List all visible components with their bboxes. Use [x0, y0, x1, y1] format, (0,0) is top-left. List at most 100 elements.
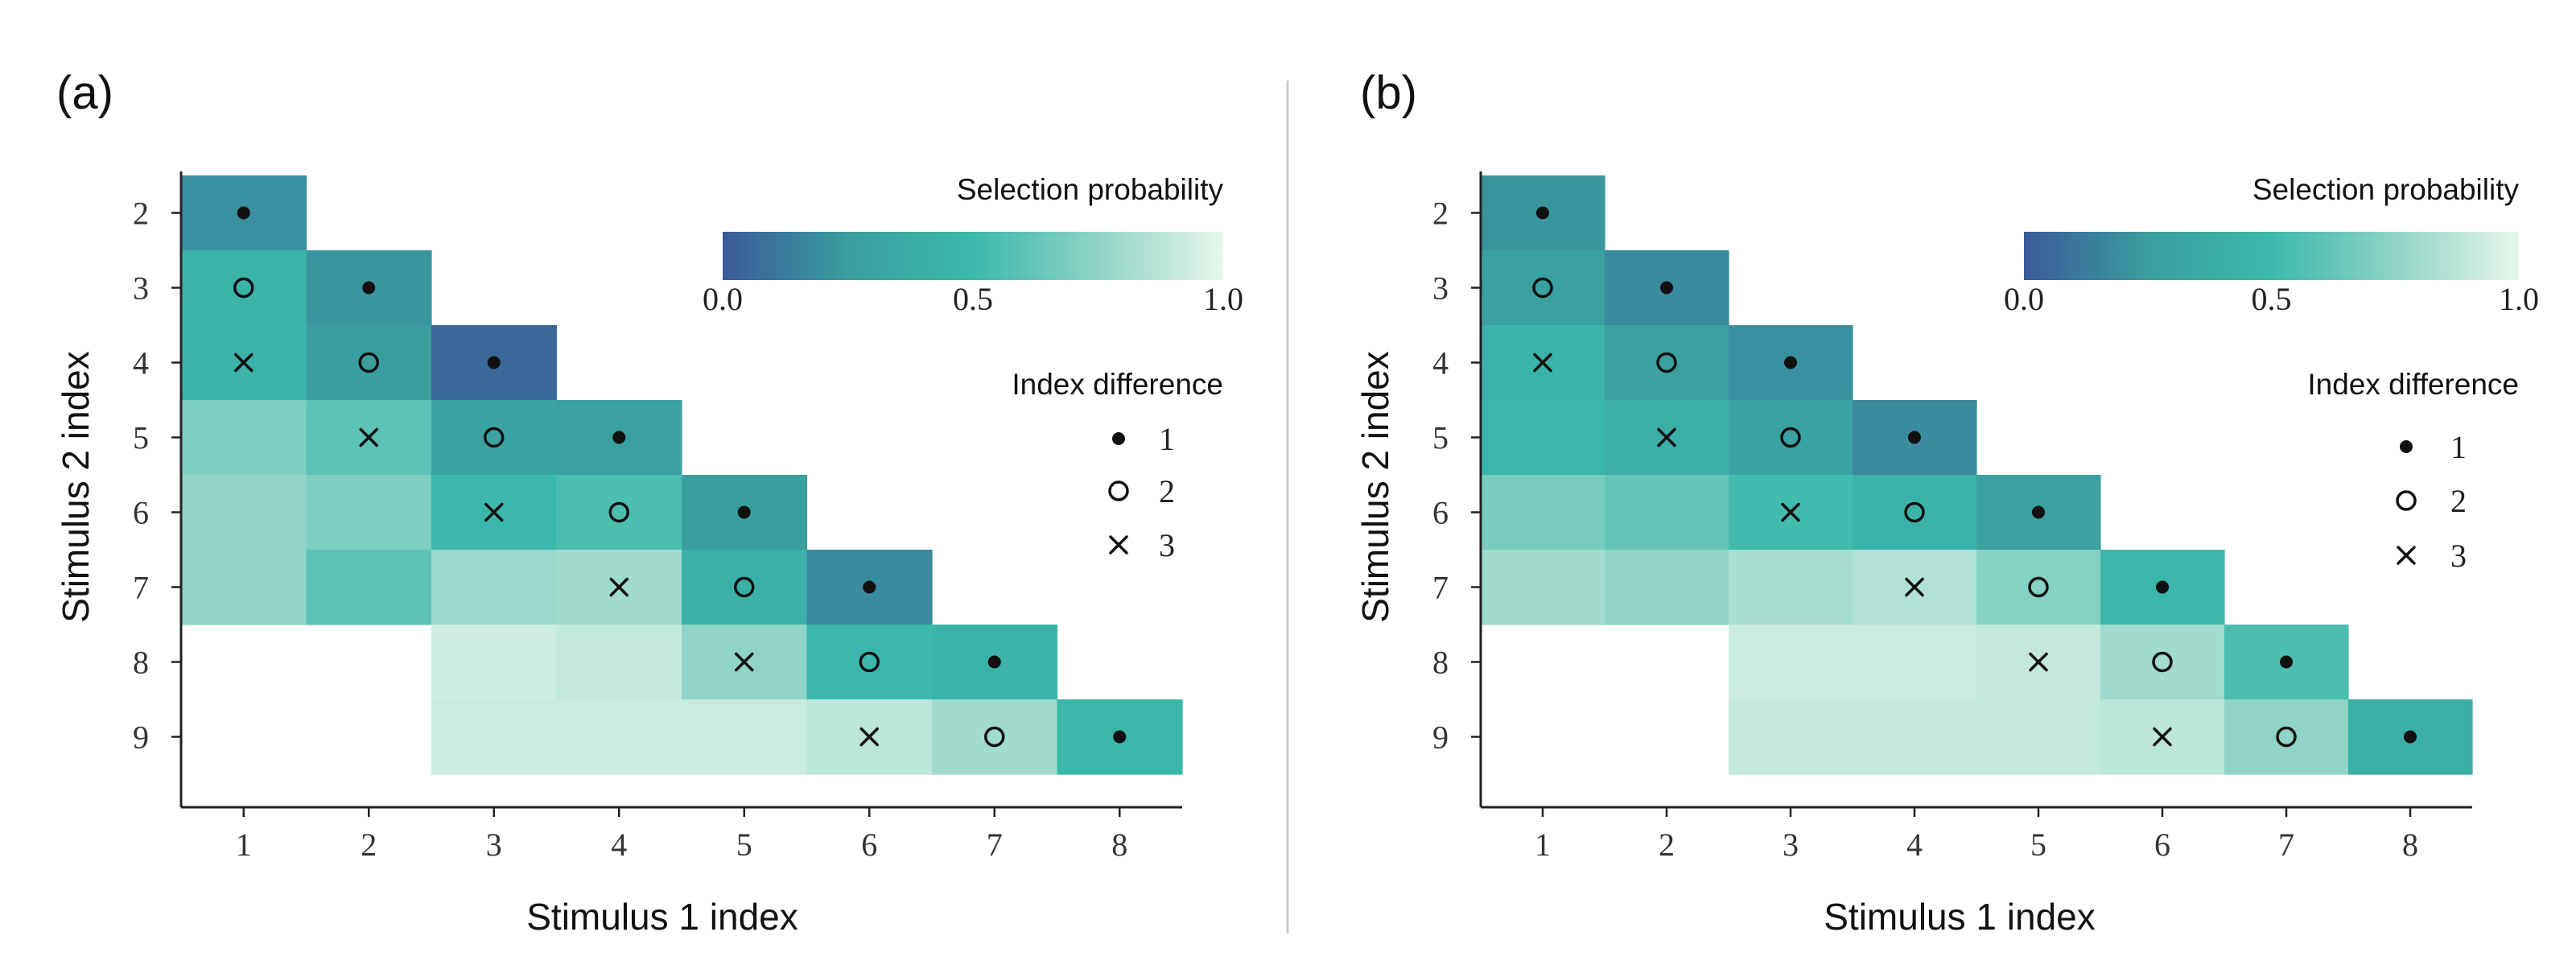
legend-entry-label: 1 — [2450, 429, 2467, 465]
x-tick-label: 3 — [1783, 827, 1799, 863]
cell-marker — [233, 277, 254, 299]
heatmap-cell — [1853, 625, 1977, 700]
cell-marker — [1780, 427, 1801, 448]
y-axis-title: Stimulus 2 index — [1354, 351, 1396, 623]
panel-label: (a) — [56, 67, 113, 119]
cell-marker — [734, 576, 755, 598]
cell-marker — [1904, 501, 1925, 523]
y-tick-label: 5 — [1432, 420, 1449, 456]
x-tick-label: 3 — [486, 827, 502, 863]
cell-marker — [612, 431, 626, 444]
heatmap-cell — [1729, 625, 1853, 700]
cell-marker — [2032, 505, 2045, 519]
legend-symbol-cross — [2397, 546, 2416, 565]
y-tick-label: 4 — [133, 345, 149, 381]
panel-b: (b) 1 2 3 4 5 6 7 8 2 3 4 5 6 7 8 9 Stimulus 1 index St… — [1354, 67, 2539, 938]
cell-marker — [859, 727, 879, 747]
cell-marker — [1533, 353, 1552, 373]
y-tick-label: 3 — [1432, 270, 1449, 307]
x-tick-label: 5 — [736, 827, 752, 863]
heatmap-cell — [431, 699, 558, 775]
cell-marker — [1660, 281, 1673, 295]
legend-entry-label: 3 — [2450, 538, 2467, 574]
cell-marker — [487, 356, 501, 369]
legend-entry-label: 2 — [1159, 473, 1175, 509]
cell-marker — [2404, 730, 2417, 744]
cell-marker — [2280, 655, 2293, 669]
heatmap-cell — [306, 550, 432, 625]
cell-marker — [1781, 502, 1800, 522]
cell-marker — [362, 281, 376, 295]
legend-symbol-cross — [1109, 535, 1128, 555]
legend-symbol-circle — [2396, 490, 2417, 511]
cell-marker — [234, 353, 253, 373]
cell-marker — [859, 651, 880, 673]
axes — [1479, 171, 2472, 809]
cell-marker — [1113, 730, 1127, 744]
marker-legend: 1 2 3 — [1108, 421, 1175, 563]
x-tick-label: 8 — [2402, 827, 2418, 863]
legend: Selection probability 0.0 0.5 1.0 Index di… — [2004, 173, 2539, 574]
tick-labels: 1 2 3 4 5 6 7 8 2 3 4 5 6 7 8 9 — [133, 196, 1127, 864]
legend: Selection probability 0.0 0.5 1.0 Index di… — [703, 173, 1243, 563]
x-tick-label: 7 — [987, 827, 1003, 863]
cell-marker — [735, 652, 754, 672]
colorbar-tick-label: 1.0 — [2499, 281, 2539, 317]
colorbar-ticks: 0.0 0.5 1.0 — [703, 281, 1243, 317]
tick-labels: 1 2 3 4 5 6 7 8 2 3 4 5 6 7 8 9 — [1432, 196, 2418, 864]
heatmap-cell — [556, 475, 682, 550]
x-tick-label: 2 — [361, 827, 377, 863]
colorbar — [723, 232, 1223, 280]
colorbar — [2024, 232, 2519, 280]
cell-marker — [1908, 431, 1921, 444]
y-tick-label: 3 — [133, 270, 149, 307]
heatmap-cell — [181, 550, 307, 625]
panel-label: (b) — [1360, 67, 1417, 119]
cell-marker — [2276, 726, 2297, 748]
x-axis-title: Stimulus 1 index — [526, 896, 798, 938]
cell-marker — [2029, 652, 2048, 672]
cell-marker — [1656, 352, 1677, 373]
x-tick-label: 5 — [2030, 827, 2046, 863]
heatmap-cell — [806, 625, 933, 700]
x-tick-label: 1 — [236, 827, 252, 863]
heatmap-cell — [1729, 699, 1853, 775]
legend-entry-label: 3 — [1159, 527, 1175, 563]
y-axis-title: Stimulus 2 index — [55, 351, 97, 623]
heatmap-cell — [556, 625, 682, 700]
y-tick-label: 9 — [133, 720, 149, 756]
x-tick-label: 4 — [1906, 827, 1923, 863]
cell-marker — [359, 427, 378, 447]
heatmap-cell — [181, 250, 307, 326]
cell-marker — [737, 505, 751, 519]
y-tick-label: 8 — [1432, 645, 1449, 681]
cell-marker — [1657, 427, 1676, 447]
heatmap-cell — [932, 699, 1058, 775]
legend-entry-label: 1 — [1159, 421, 1175, 457]
heatmap-cell — [1976, 699, 2101, 775]
y-tick-label: 9 — [1432, 720, 1449, 756]
marker-legend-title: Index difference — [1012, 368, 1223, 401]
legend-entry-label: 2 — [2450, 483, 2467, 519]
colorbar-ticks: 0.0 0.5 1.0 — [2004, 281, 2539, 317]
panel-a: (a) 1 2 3 4 5 6 7 8 2 3 4 5 6 7 8 9 Stimulus 1 index St… — [55, 67, 1243, 938]
cell-marker — [2152, 651, 2173, 673]
heatmap-cell — [1481, 400, 1605, 476]
heatmap-cell — [2224, 699, 2349, 775]
colorbar-title: Selection probability — [2252, 173, 2520, 206]
cell-marker — [987, 655, 1001, 669]
colorbar-title: Selection probability — [957, 173, 1224, 206]
heatmap-cell — [1481, 475, 1605, 550]
heatmap-cell — [431, 625, 558, 700]
heatmap-cell — [306, 475, 432, 550]
heatmap-cell — [2100, 625, 2225, 700]
cell-marker — [863, 580, 876, 594]
heatmap-cell — [1605, 475, 1729, 550]
marker-layer — [233, 206, 1127, 748]
colorbar-tick-label: 0.5 — [953, 281, 993, 317]
x-tick-label: 2 — [1659, 827, 1675, 863]
colorbar-tick-label: 0.0 — [2004, 281, 2044, 317]
heatmap-cell — [1481, 550, 1605, 625]
colorbar-tick-label: 1.0 — [1203, 281, 1243, 317]
